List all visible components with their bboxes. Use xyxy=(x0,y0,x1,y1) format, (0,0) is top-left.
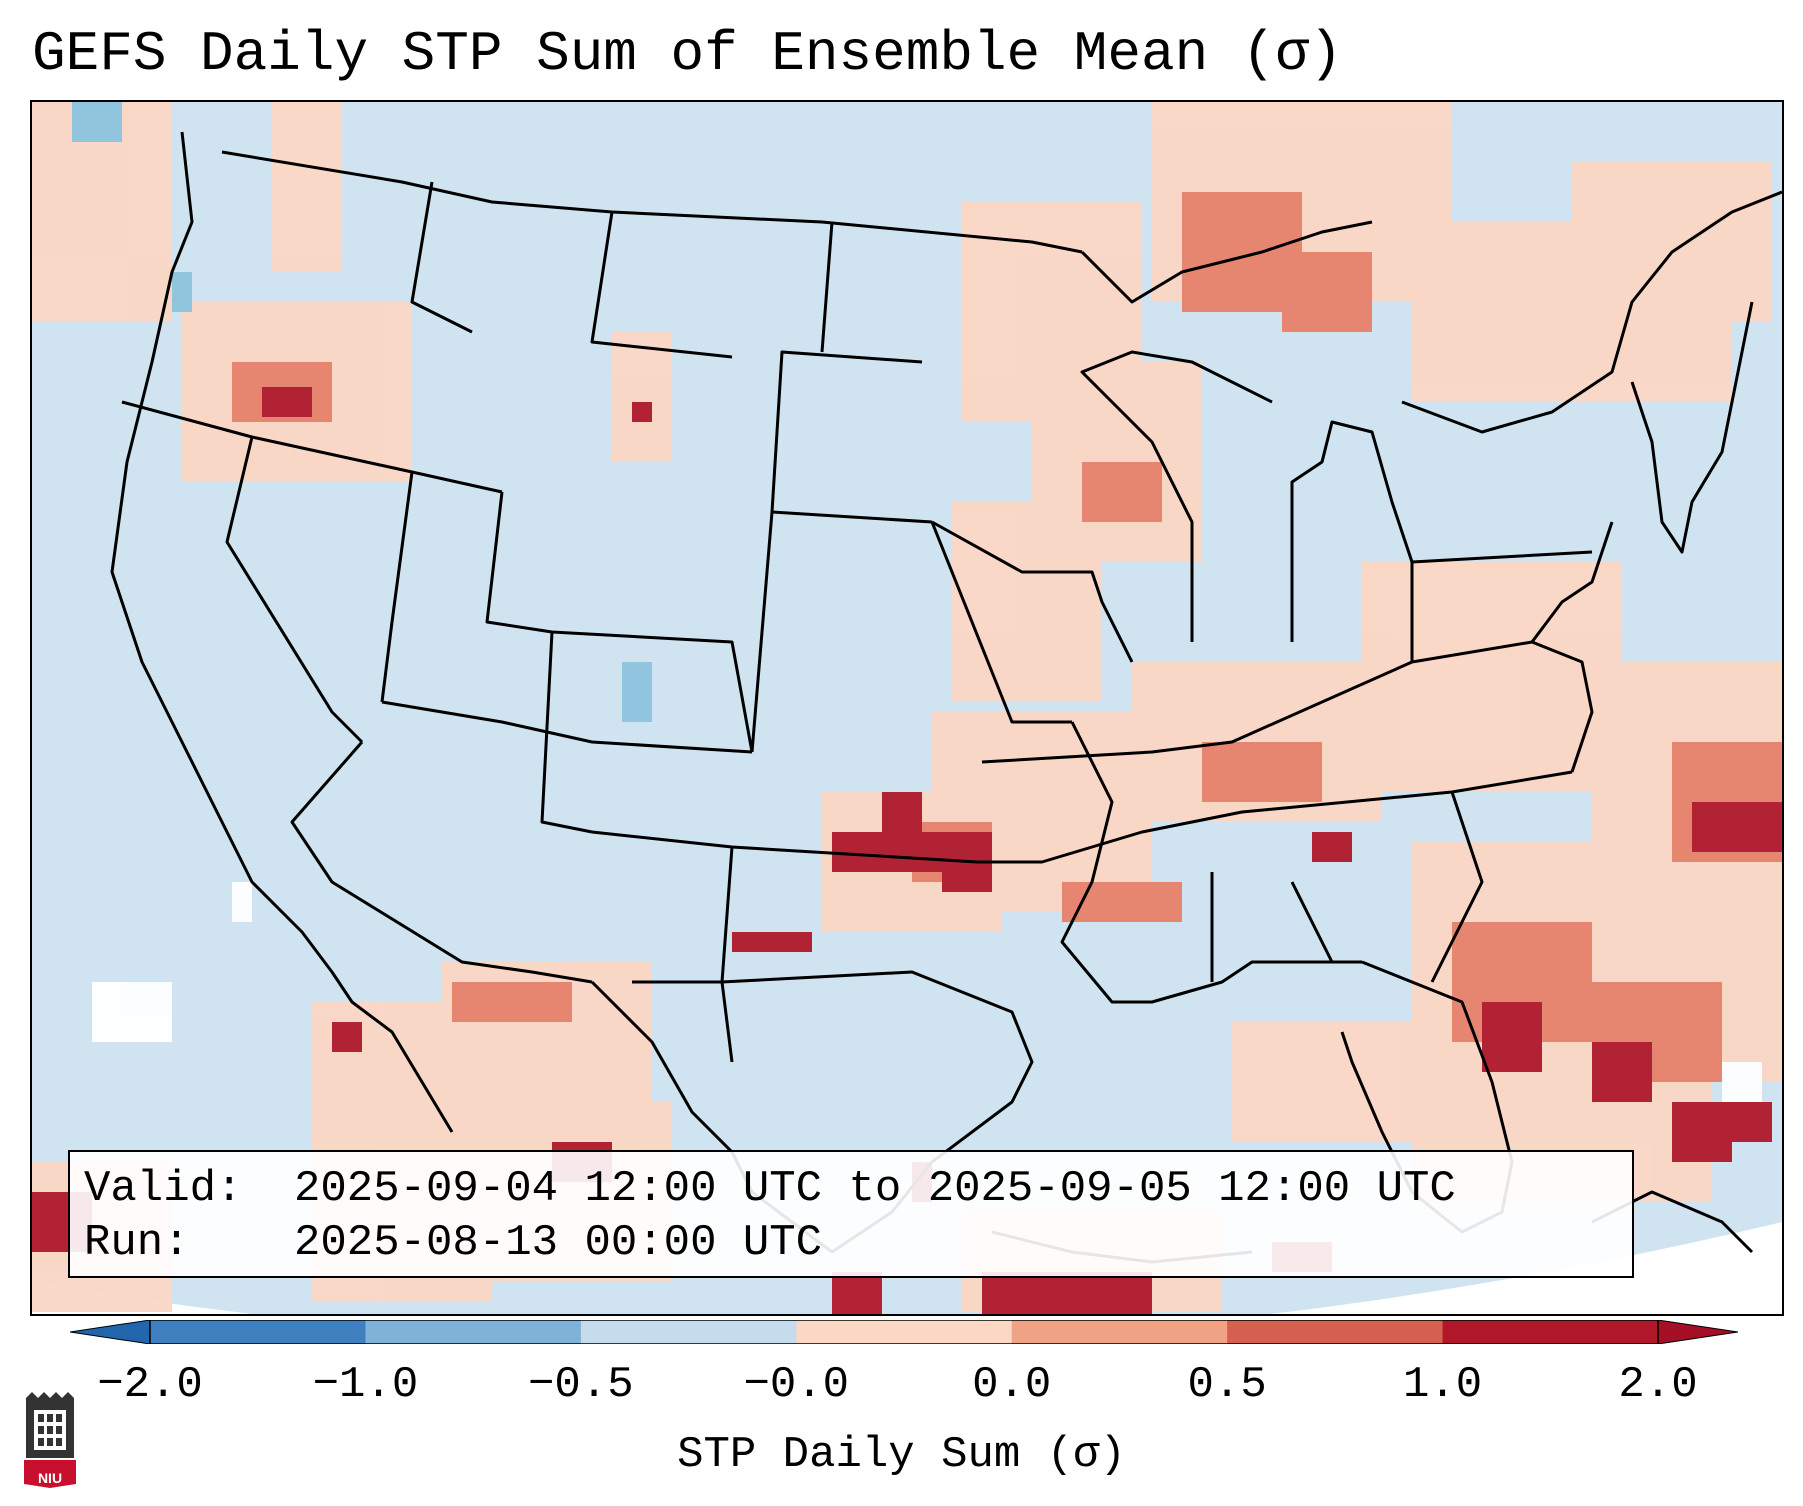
colorbar-bin xyxy=(150,1320,366,1344)
run-value: 2025-08-13 00:00 UTC xyxy=(294,1218,823,1268)
colorbar xyxy=(70,1320,1738,1344)
colorbar-bin xyxy=(796,1320,1013,1344)
valid-value: 2025-09-04 12:00 UTC to 2025-09-05 12:00… xyxy=(294,1164,1456,1214)
colorbar-ticks: −2.0 −1.0 −0.5 −0.0 0.0 0.5 1.0 2.0 xyxy=(0,1360,1803,1420)
colorbar-bin xyxy=(1011,1320,1228,1344)
colorbar-tick: −2.0 xyxy=(97,1360,203,1410)
colorbar-outline xyxy=(149,1320,1659,1344)
colorbar-bin xyxy=(1442,1320,1659,1344)
validity-info-box: Valid: 2025-09-04 12:00 UTC to 2025-09-05… xyxy=(68,1150,1634,1278)
colorbar-tick: −1.0 xyxy=(312,1360,419,1410)
colorbar-tick: 2.0 xyxy=(1618,1360,1698,1410)
colorbar-extension-under xyxy=(70,1320,151,1344)
colorbar-tick: 1.0 xyxy=(1402,1360,1483,1410)
forecast-map xyxy=(30,100,1784,1316)
colorbar-tick: 0.0 xyxy=(972,1360,1052,1410)
colorbar-label: STP Daily Sum (σ) xyxy=(677,1430,1126,1480)
colorbar-bin xyxy=(365,1320,582,1344)
logo-text: NIU xyxy=(37,1470,63,1486)
run-row: Run: 2025-08-13 00:00 UTC xyxy=(84,1216,1618,1270)
valid-row: Valid: 2025-09-04 12:00 UTC to 2025-09-05… xyxy=(84,1162,1618,1216)
colorbar-tick: 0.5 xyxy=(1187,1360,1267,1410)
colorbar-bin xyxy=(580,1320,797,1344)
state-boundaries xyxy=(110,131,1782,1264)
niu-logo-icon xyxy=(24,1392,76,1488)
colorbar-tick: −0.0 xyxy=(743,1360,850,1410)
valid-label: Valid: xyxy=(84,1164,243,1214)
colorbar-bin xyxy=(1227,1320,1444,1344)
colorbar-extension-over xyxy=(1657,1320,1738,1344)
colorbar-tick: −0.5 xyxy=(528,1360,634,1410)
map-title: GEFS Daily STP Sum of Ensemble Mean (σ) xyxy=(32,22,1343,86)
run-label: Run: xyxy=(84,1218,190,1268)
